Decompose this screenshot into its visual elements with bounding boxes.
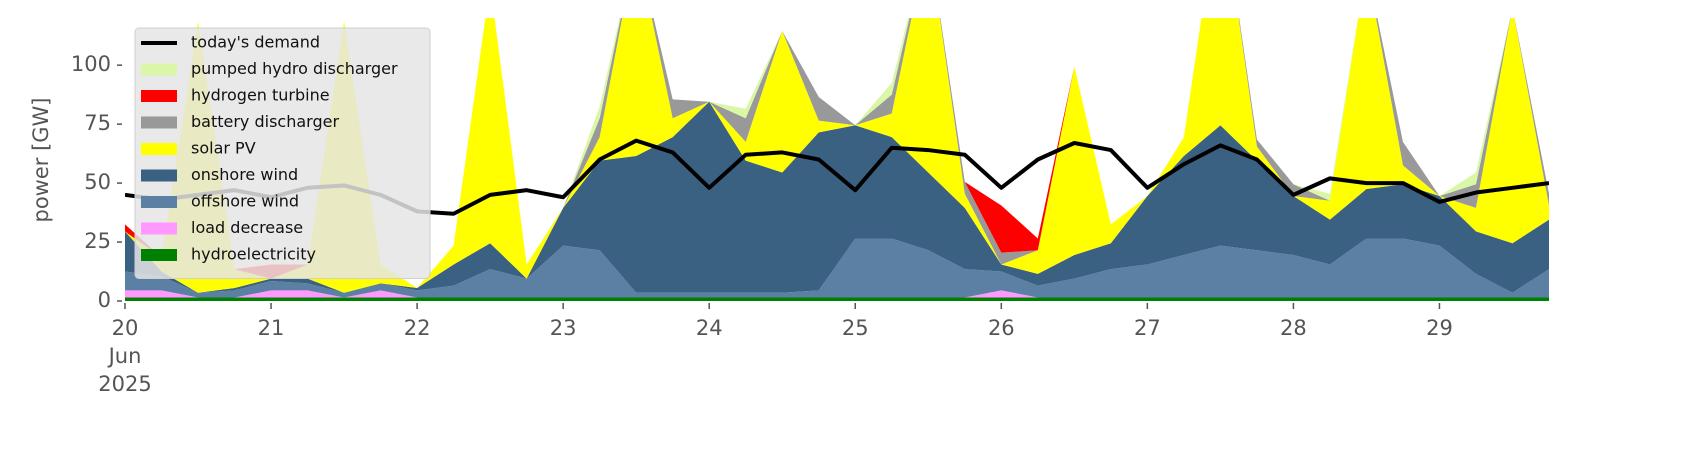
y-tick-label: 25 xyxy=(84,229,111,253)
legend-swatch xyxy=(141,169,177,182)
plot-area xyxy=(125,18,1549,301)
stacked-area xyxy=(125,101,1549,293)
y-tick-label: 0 xyxy=(98,288,111,312)
legend-swatch xyxy=(141,222,177,235)
legend-label: pumped hydro discharger xyxy=(191,59,398,78)
x-tick-label: 24 xyxy=(696,316,723,340)
stacked-area xyxy=(125,238,1549,298)
legend-label: offshore wind xyxy=(191,192,299,211)
x-tick-label: 23 xyxy=(550,316,577,340)
x-tick-label: 29 xyxy=(1426,316,1453,340)
legend-label: load decrease xyxy=(191,218,303,237)
y-tick-label: 100 xyxy=(71,52,111,76)
legend-label: onshore wind xyxy=(191,165,298,184)
x-tick-label: 20 Jun 2025 xyxy=(98,316,151,396)
legend-label: today's demand xyxy=(191,33,320,52)
legend-swatch xyxy=(141,90,177,102)
y-tick-label: 75 xyxy=(84,111,111,135)
y-axis-label: power [GW] xyxy=(29,97,53,222)
y-tick-label: 50 xyxy=(84,170,111,194)
legend-swatch xyxy=(141,116,177,129)
legend-swatch xyxy=(141,196,177,208)
legend-swatch xyxy=(141,63,177,76)
legend-label: hydrogen turbine xyxy=(191,86,330,105)
x-tick-label: 27 xyxy=(1134,316,1161,340)
legend-label: battery discharger xyxy=(191,112,339,131)
stacked-area xyxy=(125,290,1549,298)
legend-swatch xyxy=(141,143,177,155)
x-tick-label: 25 xyxy=(842,316,869,340)
legend-box xyxy=(134,27,431,279)
legend-label: solar PV xyxy=(191,139,256,158)
x-tick-label: 21 xyxy=(258,316,285,340)
legend-swatch xyxy=(141,249,177,261)
stacked-area xyxy=(125,18,1549,293)
stacked-area xyxy=(125,18,1549,289)
stacked-area xyxy=(125,297,1549,301)
x-tick-label: 22 xyxy=(404,316,431,340)
legend-label: hydroelectricity xyxy=(191,245,316,264)
x-tick-label: 28 xyxy=(1280,316,1307,340)
x-tick-label: 26 xyxy=(988,316,1015,340)
